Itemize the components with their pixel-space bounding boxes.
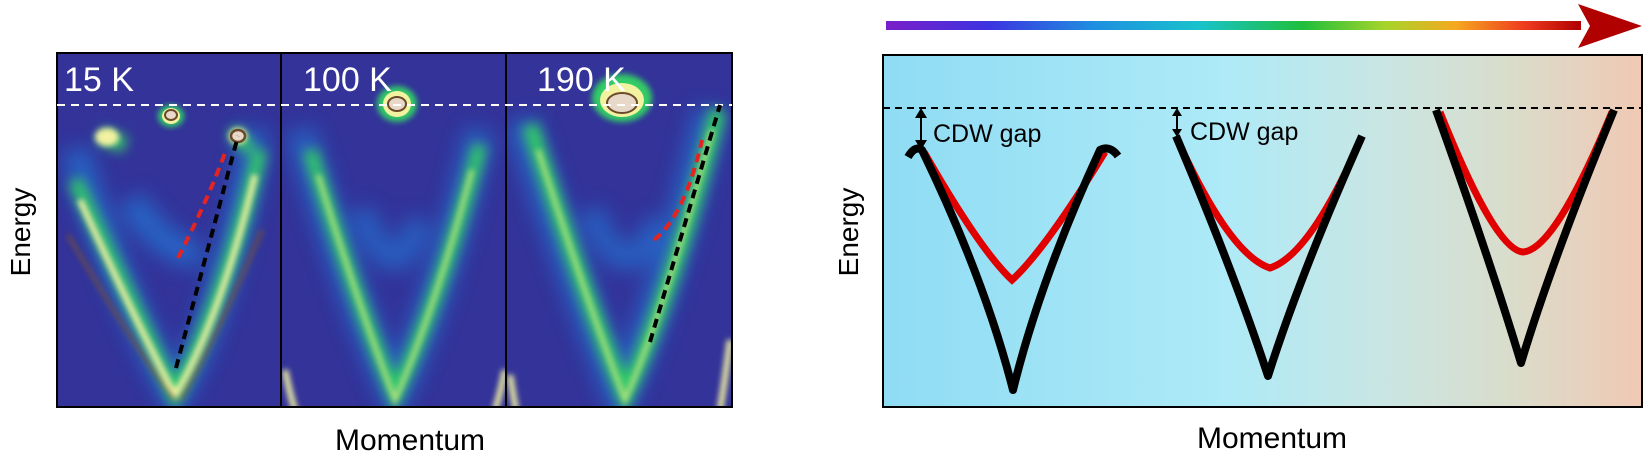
left-xlabel: Momentum <box>335 424 485 457</box>
arpes-panel: 15 K 100 K 190 K Energy Momentum <box>5 52 733 457</box>
red-band-3 <box>1436 110 1616 256</box>
black-dashed-fit-15k <box>174 135 240 369</box>
arrow-head <box>1578 4 1642 48</box>
black-band-3 <box>1432 108 1618 367</box>
map-190k <box>506 74 732 407</box>
red-dashed-fit-15k <box>176 149 228 259</box>
cdw-gap-label-1: CDW gap <box>933 120 1041 148</box>
black-dashed-fit-190k <box>648 104 722 343</box>
temperature-label-100k: 100 K <box>303 61 392 99</box>
schematic-panel: CDW gap CDW gap Energy Momentum <box>833 4 1643 455</box>
black-band-2 <box>1172 134 1366 380</box>
map-15k <box>61 105 269 407</box>
gap-arrow-2 <box>1172 108 1182 137</box>
red-band-1 <box>920 150 1108 285</box>
temperature-gradient-arrow <box>886 21 1581 30</box>
map-frame <box>56 52 733 408</box>
right-xlabel: Momentum <box>1197 422 1347 455</box>
black-band-1 <box>904 144 1122 394</box>
temperature-label-190k: 190 K <box>537 61 626 99</box>
red-dashed-fit-190k <box>652 139 704 242</box>
gap-arrow-1 <box>915 108 927 150</box>
temperature-label-15k: 15 K <box>64 61 134 99</box>
right-ylabel: Energy <box>833 188 864 277</box>
cdw-gap-label-2: CDW gap <box>1190 118 1298 146</box>
left-ylabel: Energy <box>5 188 36 277</box>
map-100k <box>282 86 506 407</box>
